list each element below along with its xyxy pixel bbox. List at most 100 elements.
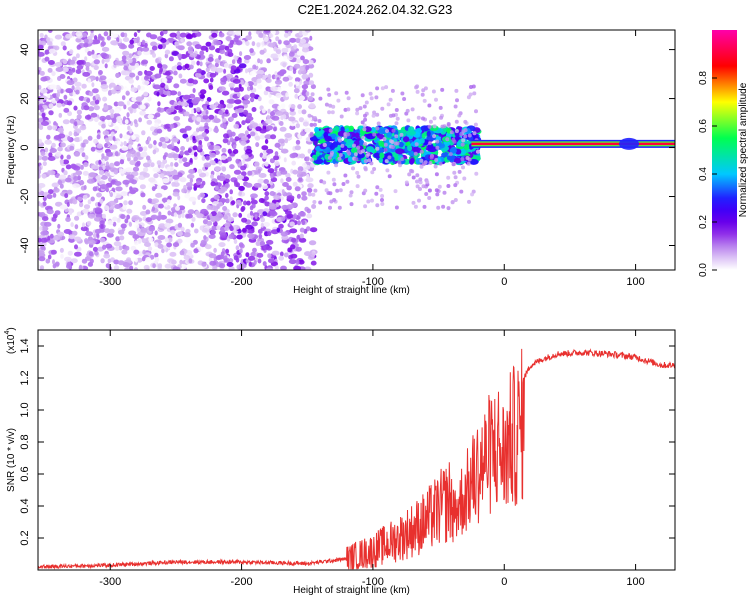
spectrogram-cell [188, 102, 194, 108]
spectrogram-cell [302, 121, 309, 127]
spectrogram-cell [208, 145, 214, 150]
spectrogram-cell [390, 145, 395, 150]
spectrogram-cell [60, 41, 66, 47]
spectrogram-cell [266, 148, 274, 154]
spectrogram-cell [143, 91, 149, 97]
colorbar-label: Normalized spectral amplitude [738, 82, 749, 217]
spectrogram-cell [257, 258, 262, 264]
spectrogram-cell [76, 109, 82, 115]
spectrogram-cell [250, 97, 255, 103]
spectrogram-cell [126, 112, 130, 118]
spectrogram-cell [226, 129, 232, 135]
y-tick-label: 1.2 [19, 370, 31, 385]
spectrogram-cell [114, 161, 120, 167]
y-multiplier-close: ) [6, 327, 17, 330]
spectrogram-cell [44, 139, 52, 145]
spectrogram-cell [247, 228, 255, 234]
spectrogram-cell [148, 237, 154, 243]
spectrogram-cell [108, 228, 115, 234]
spectrogram-cell [49, 41, 53, 47]
spectrogram-cell [312, 122, 317, 127]
spectrogram-cell [423, 86, 428, 91]
spectrogram-cell [118, 245, 123, 251]
spectrogram-cell [40, 245, 46, 251]
spectrogram-cell [310, 84, 316, 90]
spectrogram-cell [236, 234, 243, 240]
spectrogram-cell [266, 239, 274, 245]
spectrogram-cell [463, 144, 470, 150]
spectrogram-cell [346, 149, 351, 154]
spectrogram-cell [176, 35, 181, 40]
spectrogram-cell [419, 137, 425, 144]
spectrogram-cell [173, 70, 178, 76]
spectrogram-cell [57, 223, 61, 229]
spectrogram-cell [76, 114, 82, 120]
spectrogram-cell [415, 173, 420, 178]
spectrogram-cell [282, 55, 288, 61]
spectrogram-cell [229, 39, 235, 45]
spectrogram-cell [418, 187, 422, 191]
spectrogram-cell [251, 221, 258, 227]
spectrogram-cell [293, 265, 301, 270]
spectrogram-cell [221, 90, 230, 96]
spectrogram-cell [308, 95, 313, 101]
spectrogram-cell [101, 123, 106, 129]
spectrogram-cell [224, 183, 230, 189]
spectrogram-cell [418, 177, 423, 182]
spectrogram-cell [72, 91, 77, 97]
spectrogram-cell [239, 79, 244, 85]
y-tick-label: 0.2 [19, 530, 31, 545]
spectrogram-cell [90, 30, 94, 34]
spectrogram-cell [215, 255, 222, 261]
spectrogram-cell [455, 98, 459, 103]
spectrogram-cell [187, 209, 195, 215]
spectrogram-cell [255, 241, 260, 247]
spectrogram-cell [360, 93, 365, 98]
spectrogram-cell [253, 161, 260, 167]
spectrogram-cell [205, 109, 209, 115]
spectrogram-cell [355, 132, 360, 139]
spectrogram-cell [201, 198, 206, 204]
spectrogram-cell [264, 191, 270, 197]
spectrogram-cell [164, 263, 172, 269]
spectrogram-cell [238, 212, 243, 218]
spectrogram-cell [158, 211, 162, 217]
spectrogram-cell [38, 183, 46, 188]
spectrogram-cell [291, 237, 297, 243]
spectrogram-cell [472, 131, 477, 136]
spectrogram-cell [242, 158, 246, 164]
spectrogram-cell [151, 198, 159, 204]
spectrogram-cell [178, 158, 183, 164]
spectrogram-cell [150, 214, 158, 220]
spectrogram-cell [301, 191, 307, 197]
spectrogram-cell [216, 213, 224, 219]
spectrogram-cell [387, 174, 392, 179]
spectrogram-cell [257, 168, 261, 174]
spectrogram-cell [123, 141, 127, 146]
spectrogram-cell [177, 53, 182, 59]
spectrogram-cell [166, 199, 171, 205]
spectrogram-cell [243, 94, 250, 100]
spectrogram-cell [398, 141, 404, 148]
spectrogram-cell [251, 41, 256, 47]
spectrogram-cell [164, 237, 169, 243]
spectrogram-cell [274, 151, 279, 157]
y-tick-label: 0 [19, 144, 31, 150]
spectrogram-cell [248, 124, 254, 130]
spectrogram-cell [249, 71, 256, 76]
spectrogram-cell [164, 202, 168, 207]
spectrogram-cell [141, 130, 146, 136]
spectrogram-cell [91, 164, 99, 170]
spectrogram-cell [427, 103, 432, 108]
spectrogram-cell [195, 72, 202, 78]
colorbar-tick-label: 0.8 [698, 71, 709, 85]
spectrogram-cell [188, 169, 196, 174]
spectrogram-cell [59, 183, 64, 189]
spectrogram-cell [245, 68, 248, 74]
spectrogram-cell [52, 259, 55, 265]
spectrogram-cell [304, 266, 312, 270]
spectrogram-cell [276, 86, 282, 92]
spectrogram-cell [91, 82, 95, 88]
spectrogram-cell [465, 156, 470, 160]
spectrogram-cell [419, 158, 424, 163]
